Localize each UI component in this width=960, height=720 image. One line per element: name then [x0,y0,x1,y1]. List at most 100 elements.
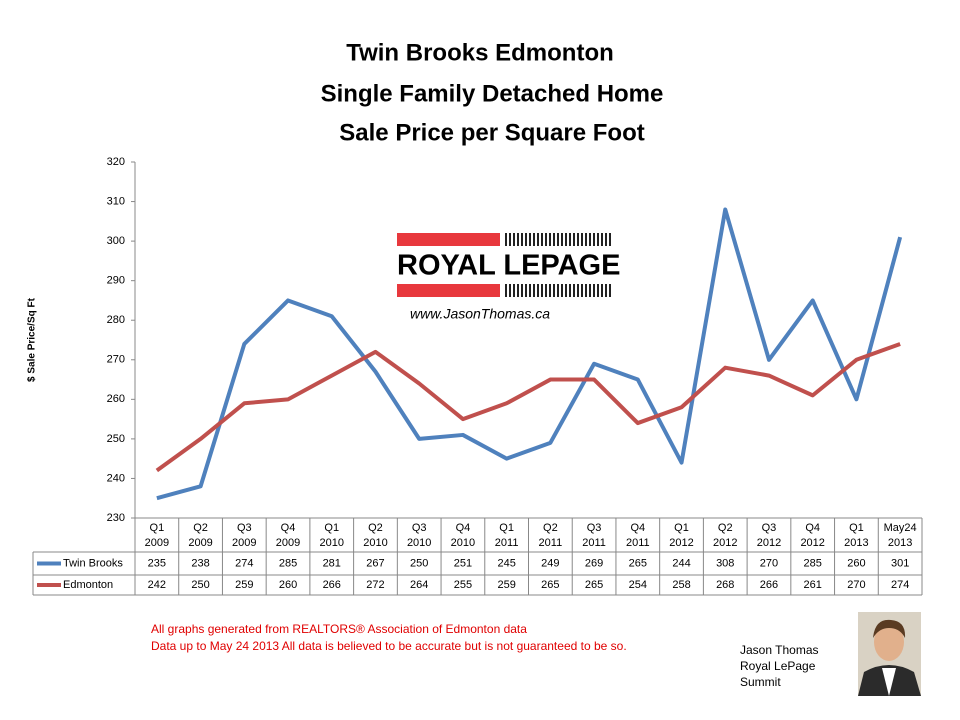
chart-subtitle: Single Family Detached Home [321,80,664,107]
y-tick-label: 280 [107,314,125,326]
barcode-stripe [585,284,587,297]
barcode-stripe [517,284,519,297]
x-tick-label: Q1 2010 [319,522,344,549]
y-tick-label: 310 [107,195,125,207]
barcode-stripe [541,233,543,246]
barcode-stripe [609,233,611,246]
footer-note: Data up to May 24 2013 All data is belie… [151,639,627,653]
barcode-stripe [597,284,599,297]
barcode-stripe [553,233,555,246]
barcode-stripe [521,233,523,246]
table-value: 264 [410,579,428,591]
barcode-stripe [573,284,575,297]
table-value: 265 [541,579,559,591]
barcode-stripe [569,284,571,297]
barcode-stripe [513,233,515,246]
barcode-stripe [605,233,607,246]
y-tick-label: 320 [107,156,125,168]
barcode-stripe [545,233,547,246]
x-tick-label: Q2 2010 [363,522,388,549]
logo-brand: ROYAL LEPAGE [397,250,620,282]
barcode-stripe [525,233,527,246]
y-axis-title: $ Sale Price/Sq Ft [27,297,38,382]
table-value: 238 [191,557,209,569]
barcode-stripe [521,284,523,297]
table-value: 255 [454,579,472,591]
barcode-stripe [605,284,607,297]
logo-barcode [505,233,611,297]
barcode-stripe [601,284,603,297]
barcode-stripe [509,233,511,246]
table-value: 260 [847,557,865,569]
barcode-stripe [593,284,595,297]
legend-label: Edmonton [63,579,113,591]
barcode-stripe [509,284,511,297]
x-tick-label: Q2 2009 [188,522,213,549]
x-tick-label: Q4 2009 [275,522,301,549]
barcode-stripe [569,233,571,246]
table-value: 265 [585,579,603,591]
barcode-stripe [585,233,587,246]
barcode-stripe [593,233,595,246]
table-value: 285 [804,557,822,569]
barcode-stripe [581,233,583,246]
x-tick-label: Q1 2013 [844,522,869,549]
barcode-stripe [505,233,507,246]
x-tick-label: Q2 2011 [538,522,563,549]
table-value: 235 [148,557,166,569]
barcode-stripe [533,233,535,246]
x-tick-label: Q3 2011 [582,522,606,549]
table-value: 251 [454,557,472,569]
barcode-stripe [565,233,567,246]
barcode-stripe [549,233,551,246]
barcode-stripe [513,284,515,297]
barcode-stripe [589,233,591,246]
table-value: 260 [279,579,297,591]
barcode-stripe [517,233,519,246]
barcode-stripe [505,284,507,297]
photo-face [874,623,904,661]
series-line [155,342,901,473]
barcode-stripe [577,284,579,297]
table-value: 245 [497,557,515,569]
barcode-stripe [609,284,611,297]
table-value: 268 [716,579,734,591]
x-tick-label: Q3 2010 [406,522,432,549]
x-tick-label: May24 2013 [883,522,917,549]
table-value: 267 [366,557,384,569]
table-value: 265 [629,557,647,569]
table-value: 308 [716,557,734,569]
logo-bar [397,233,500,246]
table-value: 270 [760,557,778,569]
barcode-stripe [533,284,535,297]
logo-url: www.JasonThomas.ca [410,306,550,322]
table-value: 258 [672,579,690,591]
series-line [156,207,903,501]
table-value: 285 [279,557,297,569]
y-tick-label: 290 [107,275,125,287]
logo-bar [397,284,500,297]
barcode-stripe [577,233,579,246]
table-value: 270 [847,579,865,591]
agent-office: Summit [740,675,781,689]
x-tick-label: Q4 2010 [450,522,476,549]
y-tick-label: 250 [107,433,125,445]
barcode-stripe [601,233,603,246]
x-tick-label: Q4 2012 [800,522,825,549]
x-tick-label: Q3 2009 [232,522,257,549]
table-value: 249 [541,557,559,569]
barcode-stripe [573,233,575,246]
table-value: 244 [672,557,690,569]
chart-subtitle: Sale Price per Square Foot [339,119,644,146]
x-tick-label: Q1 2012 [669,522,694,549]
x-tick-label: Q2 2012 [712,522,738,549]
table-value: 274 [235,557,253,569]
barcode-stripe [549,284,551,297]
table-value: 269 [585,557,603,569]
barcode-stripe [537,284,539,297]
barcode-stripe [529,284,531,297]
legend-label: Twin Brooks [63,557,123,569]
agent-company: Royal LePage [740,659,816,673]
table-value: 242 [148,579,166,591]
